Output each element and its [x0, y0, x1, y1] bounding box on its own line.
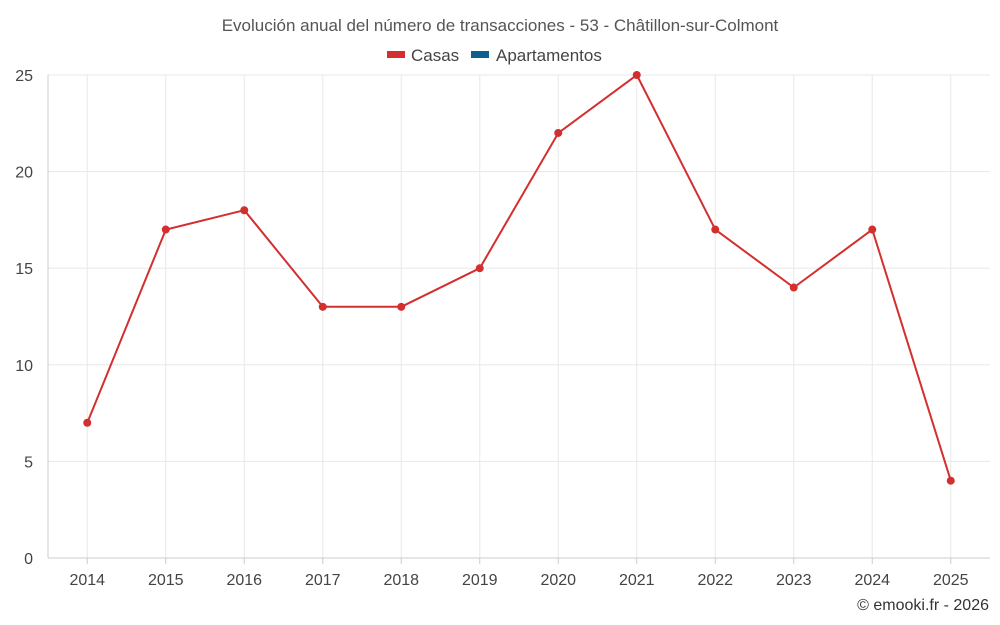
x-tick-label: 2022: [697, 572, 733, 589]
legend: Casas Apartamentos: [387, 46, 602, 65]
series: [83, 71, 955, 485]
grid: [48, 74, 990, 558]
data-point-casas[interactable]: [475, 264, 484, 273]
data-point-casas[interactable]: [240, 206, 249, 215]
x-tick-label: 2014: [69, 572, 105, 589]
data-point-casas[interactable]: [318, 302, 327, 311]
credit-text: © emooki.fr - 2026: [857, 597, 989, 614]
y-tick-label: 5: [24, 454, 33, 471]
y-tick-label: 0: [24, 551, 33, 568]
legend-label-apartamentos: Apartamentos: [496, 46, 602, 65]
x-tick-label: 2025: [933, 572, 969, 589]
data-point-casas[interactable]: [83, 418, 92, 427]
x-tick-label: 2017: [305, 572, 341, 589]
legend-swatch-apartamentos: [471, 51, 489, 58]
data-point-casas[interactable]: [946, 476, 955, 485]
x-tick-label: 2023: [776, 572, 812, 589]
data-point-casas[interactable]: [397, 302, 406, 311]
legend-swatch-casas: [387, 51, 405, 58]
data-point-casas[interactable]: [632, 71, 641, 79]
y-tick-label: 15: [15, 261, 33, 278]
chart-title: Evolución anual del número de transaccio…: [222, 16, 779, 35]
x-tick-label: 2021: [619, 572, 655, 589]
series-line-casas: [86, 74, 952, 481]
data-point-casas[interactable]: [161, 225, 170, 234]
x-tick-label: 2016: [226, 572, 262, 589]
data-point-casas[interactable]: [789, 283, 798, 292]
data-point-casas[interactable]: [554, 128, 563, 137]
x-tick-label: 2024: [854, 572, 890, 589]
x-tick-label: 2020: [540, 572, 576, 589]
legend-item-casas[interactable]: Casas: [387, 46, 459, 65]
legend-item-apartamentos[interactable]: Apartamentos: [471, 46, 602, 65]
legend-label-casas: Casas: [411, 46, 459, 65]
data-point-casas[interactable]: [711, 225, 720, 234]
x-tick-label: 2015: [148, 572, 184, 589]
y-tick-label: 20: [15, 165, 33, 182]
y-tick-label: 10: [15, 358, 33, 375]
x-tick-label: 2018: [383, 572, 419, 589]
x-tick-label: 2019: [462, 572, 498, 589]
data-point-casas[interactable]: [868, 225, 877, 234]
y-tick-label: 25: [15, 68, 33, 85]
